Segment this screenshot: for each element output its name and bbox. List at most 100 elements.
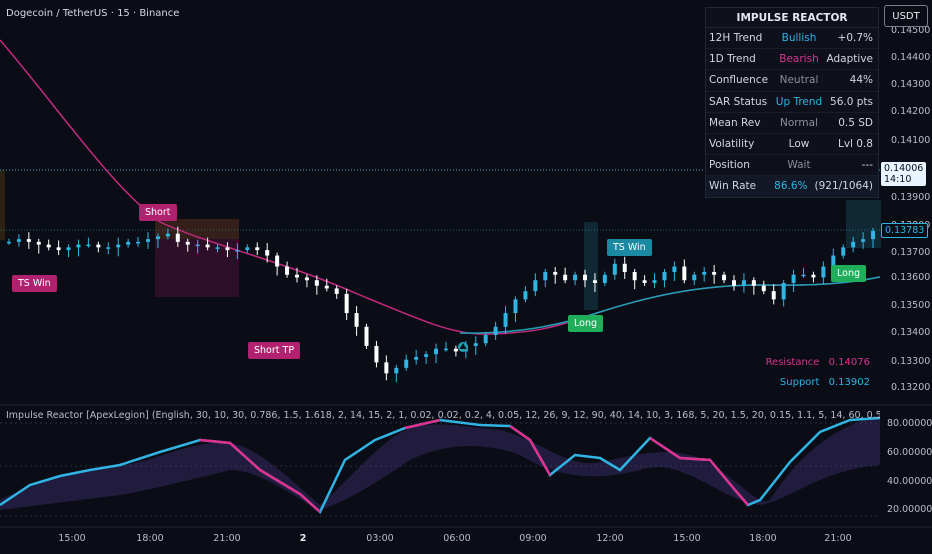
candle-body[interactable] [483,335,488,344]
candle-body[interactable] [583,274,588,281]
panel-row: Volatility Low Lvl 0.8 [706,134,878,156]
candle-body[interactable] [6,241,11,244]
candle-body[interactable] [861,239,866,242]
oscillator-pane[interactable] [0,404,932,517]
candle-body[interactable] [195,244,200,247]
candle-body[interactable] [86,244,91,247]
candle-body[interactable] [116,244,121,248]
candle-body[interactable] [36,241,41,245]
price-tick-label: 0.14100 [891,135,930,146]
candle-body[interactable] [225,247,230,251]
candle-body[interactable] [285,266,290,275]
candle-body[interactable] [245,247,250,251]
candle-body[interactable] [453,348,458,352]
candle-body[interactable] [46,244,51,248]
candle-body[interactable] [741,280,746,286]
candle-body[interactable] [205,244,210,248]
candle-body[interactable] [751,280,756,286]
candle-body[interactable] [185,241,190,245]
candle-body[interactable] [553,272,558,275]
currency-selector[interactable]: USDT [884,5,928,27]
candle-body[interactable] [265,250,270,256]
candle-body[interactable] [672,266,677,272]
candle-body[interactable] [692,274,697,281]
osc-tick-label: 60.00000 [887,447,932,458]
candle-body[interactable] [523,291,528,300]
candle-body[interactable] [642,280,647,283]
candle-body[interactable] [652,280,657,283]
candle-body[interactable] [811,274,816,278]
candle-body[interactable] [175,233,180,242]
symbol-title[interactable]: Dogecoin / TetherUS · 15 · Binance [6,8,180,19]
candle-body[interactable] [155,236,160,240]
candle-body[interactable] [304,277,309,281]
candle-body[interactable] [334,288,339,294]
candle-body[interactable] [473,343,478,346]
candle-body[interactable] [662,272,667,281]
candle-body[interactable] [682,266,687,281]
candle-body[interactable] [106,247,111,249]
candle-body[interactable] [632,272,637,281]
candle-body[interactable] [712,272,717,275]
candle-body[interactable] [503,313,508,327]
signal-long-1: Long [568,315,603,332]
candle-body[interactable] [702,272,707,275]
candle-body[interactable] [324,285,329,289]
candle-body[interactable] [374,345,379,363]
candle-body[interactable] [801,274,806,277]
candle-body[interactable] [851,241,856,248]
candle-body[interactable] [165,233,170,237]
candle-body[interactable] [364,326,369,346]
candle-body[interactable] [235,250,240,252]
candle-body[interactable] [16,239,21,242]
candle-body[interactable] [344,293,349,314]
candle-body[interactable] [731,280,736,286]
candle-body[interactable] [275,255,280,267]
candle-body[interactable] [871,230,876,240]
candle-body[interactable] [434,348,439,355]
candle-body[interactable] [791,274,796,283]
candle-body[interactable] [146,239,151,242]
candle-body[interactable] [493,326,498,335]
candle-body[interactable] [602,274,607,283]
indicator-title[interactable]: Impulse Reactor [ApexLegion] (English, 3… [6,410,880,421]
candle-body[interactable] [126,241,131,245]
candle-body[interactable] [66,247,71,251]
panel-row: 12H Trend Bullish +0.7% [706,28,878,50]
candle-body[interactable] [26,239,31,242]
candle-body[interactable] [612,263,617,275]
candle-body[interactable] [543,272,548,281]
candle-body[interactable] [831,255,836,267]
candle-body[interactable] [354,313,359,327]
candle-body[interactable] [294,274,299,278]
candle-body[interactable] [424,354,429,357]
candle-body[interactable] [573,274,578,281]
axes: 0.14500 0.14400 0.14300 0.14200 0.14100 0.139… [0,25,932,544]
candle-body[interactable] [56,247,61,251]
candle-body[interactable] [533,280,538,292]
candle-body[interactable] [592,280,597,283]
candle-body[interactable] [443,348,448,351]
candle-body[interactable] [841,247,846,256]
candle-body[interactable] [215,247,220,249]
candle-body[interactable] [761,285,766,292]
candle-body[interactable] [414,356,419,360]
candles[interactable] [6,226,876,383]
candle-body[interactable] [76,244,81,248]
candle-body[interactable] [722,274,727,281]
candle-body[interactable] [781,282,786,300]
candle-body[interactable] [563,274,568,281]
candle-body[interactable] [255,247,260,251]
candle-body[interactable] [821,266,826,278]
candle-body[interactable] [314,280,319,286]
candle-body[interactable] [622,263,627,272]
candle-body[interactable] [404,359,409,368]
candle-body[interactable] [394,367,399,374]
candle-body[interactable] [384,362,389,374]
candle-body[interactable] [96,244,101,248]
candle-body[interactable] [513,299,518,314]
candle-body[interactable] [136,241,141,244]
candle-body[interactable] [771,291,776,300]
